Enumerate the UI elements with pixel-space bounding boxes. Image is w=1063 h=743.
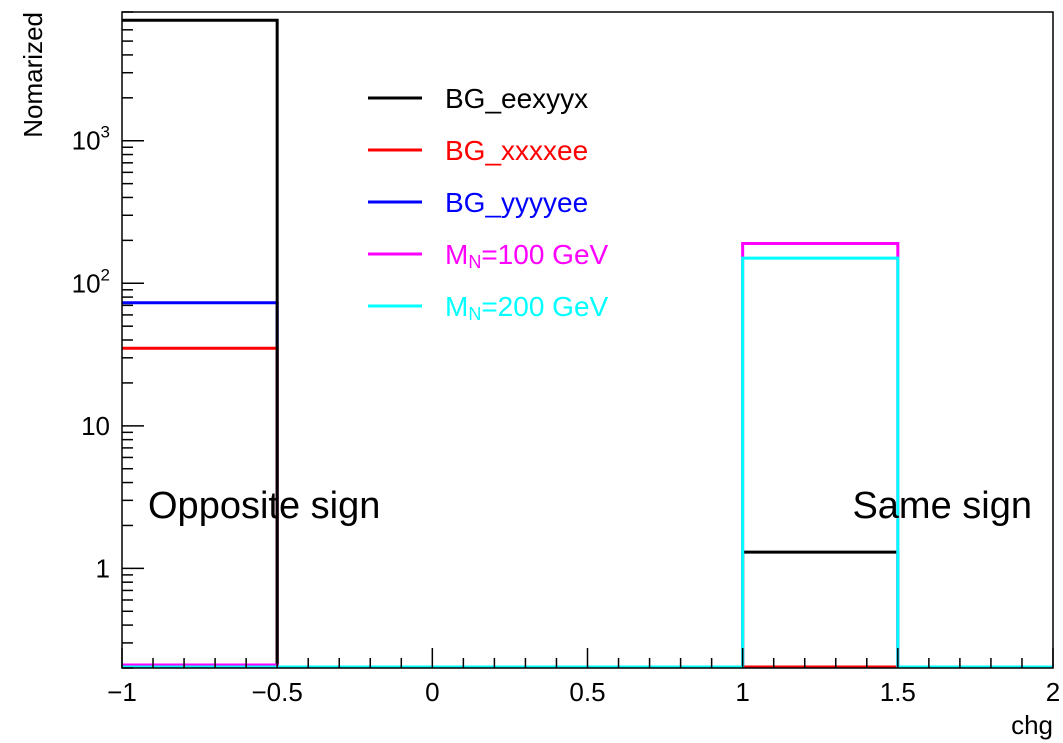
y-tick-label: 1 xyxy=(96,553,110,583)
axis-ticks xyxy=(121,11,1054,669)
legend-label-bg-eexyyx: BG_eexyyx xyxy=(445,83,588,114)
x-axis-label: chg xyxy=(1011,710,1053,740)
histogram-lines xyxy=(122,18,1053,669)
y-tick-label: 103 xyxy=(72,123,110,156)
x-tick-label: 0.5 xyxy=(569,677,605,707)
legend-label-m-n-100-gev: MN=100 GeV xyxy=(445,239,609,272)
legend-label-m-n-200-gev: MN=200 GeV xyxy=(445,291,609,324)
legend-label-bg-yyyyee: BG_yyyyee xyxy=(445,187,588,218)
x-tick-label: 0 xyxy=(425,677,439,707)
y-axis-label: Nomarized xyxy=(18,12,48,138)
x-tick-label: 2 xyxy=(1046,677,1060,707)
x-tick-label: 1 xyxy=(735,677,749,707)
x-tick-label: −1 xyxy=(107,677,137,707)
annotation-same-sign: Same sign xyxy=(852,485,1032,527)
x-tick-label: −0.5 xyxy=(252,677,303,707)
x-tick-labels: −1 −0.5 0 0.5 1 1.5 2 xyxy=(107,677,1060,707)
y-tick-label: 10 xyxy=(81,411,110,441)
y-tick-label: 102 xyxy=(72,265,110,298)
series-line-bg-eexyyx xyxy=(122,18,1053,669)
legend-label-bg-xxxxee: BG_xxxxee xyxy=(445,135,588,166)
annotations: Opposite sign Same sign xyxy=(148,485,1032,527)
legend: BG_eexyyx BG_xxxxee BG_yyyyee MN=100 GeV MN=… xyxy=(368,83,609,324)
y-tick-labels: 1 10 102 103 xyxy=(72,123,110,584)
annotation-opposite-sign: Opposite sign xyxy=(148,485,380,527)
x-tick-label: 1.5 xyxy=(880,677,916,707)
